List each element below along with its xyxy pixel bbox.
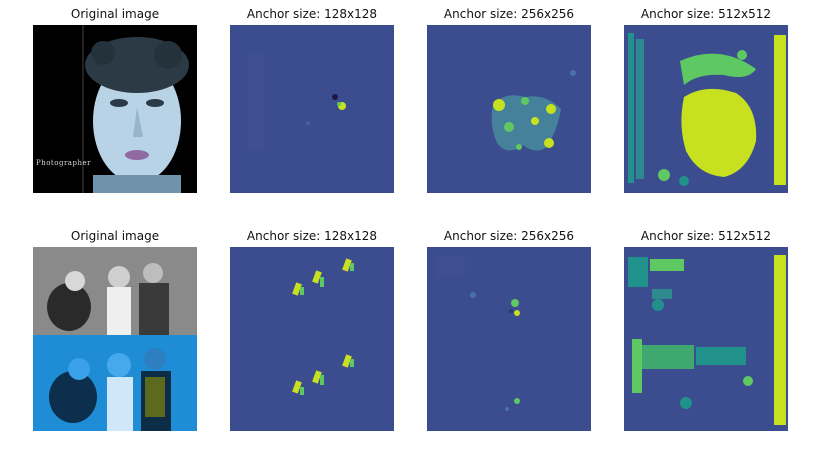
group-photo — [33, 247, 197, 431]
original-image-group — [33, 247, 197, 431]
panel-title-r2c3: Anchor size: 256x256 — [443, 229, 575, 243]
heatmap-r2-256 — [427, 247, 591, 431]
panel-title-r1c3: Anchor size: 256x256 — [443, 7, 575, 21]
panel-title-r1c1: Original image — [70, 7, 160, 21]
photographer-caption: Photographer — [36, 159, 91, 167]
heatmap-r1-512 — [624, 25, 788, 193]
panel-title-r2c1: Original image — [70, 229, 160, 243]
heatmap-r2-512 — [624, 247, 788, 431]
panel-title-r1c4: Anchor size: 512x512 — [640, 7, 772, 21]
original-image-portrait: Photographer — [33, 25, 197, 193]
panel-title-r2c2: Anchor size: 128x128 — [246, 229, 378, 243]
heatmap-r1-128 — [230, 25, 394, 193]
heatmap-r2-128 — [230, 247, 394, 431]
heatmap-r1-256 — [427, 25, 591, 193]
panel-title-r2c4: Anchor size: 512x512 — [640, 229, 772, 243]
panel-title-r1c2: Anchor size: 128x128 — [246, 7, 378, 21]
portrait-photo — [33, 25, 197, 193]
